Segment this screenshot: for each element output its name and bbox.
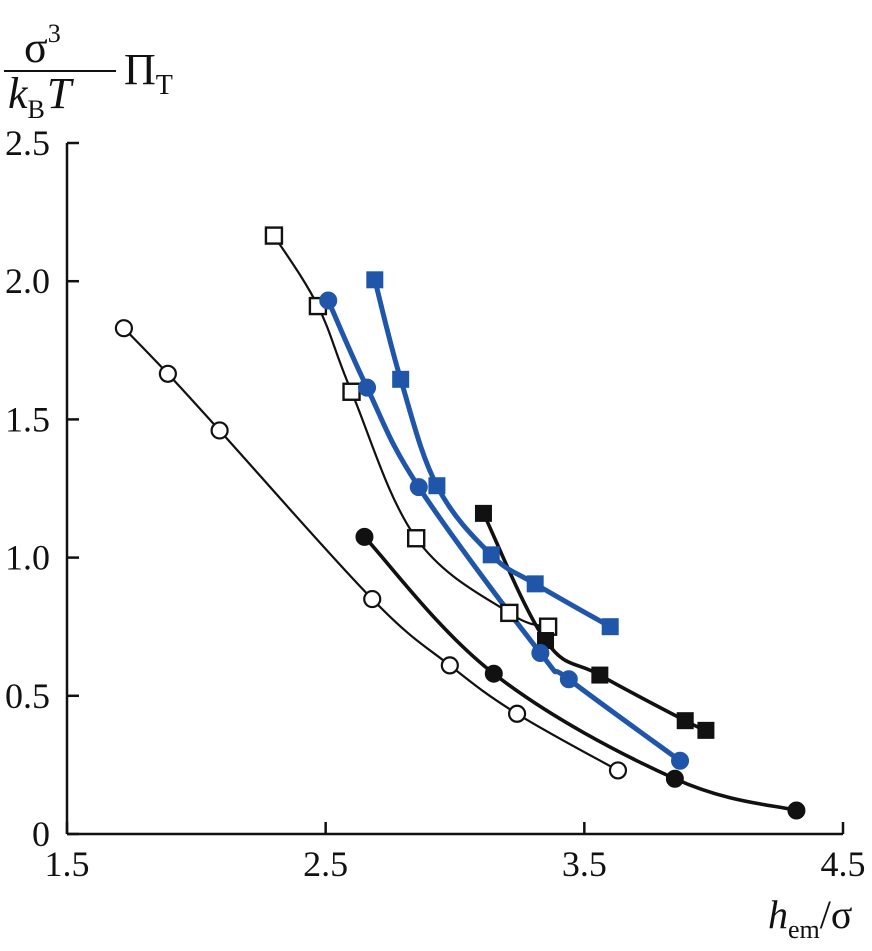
- series-1-point: [363, 589, 382, 609]
- series-2-point: [500, 603, 519, 623]
- ylabel-numerator: σ3: [24, 19, 61, 72]
- series-3-point: [787, 801, 806, 820]
- series-5-point: [319, 291, 338, 310]
- y-tick-label: 2.5: [5, 123, 50, 163]
- series-5-point: [409, 478, 428, 497]
- ylabel-suffix: ΠT: [124, 45, 173, 101]
- x-axis-label: hem/σ: [768, 892, 852, 944]
- series-6-point: [392, 370, 410, 388]
- series-4-point: [676, 712, 694, 730]
- series-2-point: [264, 226, 284, 245]
- series-3-point: [484, 664, 503, 683]
- series-1-point: [210, 421, 229, 440]
- series-4-point: [697, 721, 715, 739]
- x-tick-label: 2.5: [303, 844, 348, 884]
- ticks: 1.5 2.5 3.5 4.5 0 0.5 1.0 1.5 2.0 2.5: [5, 123, 866, 884]
- series-1-point: [440, 656, 459, 675]
- series-6-point: [428, 477, 446, 495]
- series-6-line: [372, 277, 613, 630]
- series-1-point: [158, 364, 177, 383]
- series-3-point: [665, 769, 684, 788]
- series-2-point: [342, 382, 361, 401]
- series-6-point: [601, 618, 619, 636]
- series-5-point: [531, 643, 550, 662]
- y-tick-label: 1.0: [5, 538, 50, 578]
- series-5-point: [671, 751, 690, 770]
- x-tick-label: 1.5: [45, 844, 90, 884]
- axes: [65, 143, 843, 836]
- x-tick-label: 3.5: [562, 844, 607, 884]
- series-1-point: [507, 704, 527, 723]
- series-3-line: [362, 535, 799, 813]
- series-lines: [122, 234, 799, 813]
- series-6-point: [366, 271, 384, 289]
- series-6-point: [526, 575, 544, 593]
- series-2-point: [407, 529, 426, 548]
- y-tick-label: 0.5: [5, 676, 50, 716]
- x-tick-label: 4.5: [821, 844, 866, 884]
- ylabel-denominator: kBT: [8, 69, 75, 124]
- series-5-point: [358, 378, 377, 397]
- y-tick-label: 2.0: [5, 261, 50, 301]
- series-markers: [114, 226, 806, 820]
- y-axis-label: σ3 kBT ΠT: [4, 19, 173, 124]
- series-1-point: [114, 319, 134, 338]
- y-tick-label: 0: [32, 814, 50, 854]
- series-4-point: [591, 666, 609, 684]
- y-tick-label: 1.5: [5, 399, 50, 439]
- series-1-point: [608, 761, 628, 780]
- series-4-point: [474, 504, 492, 522]
- series-5-point: [559, 670, 578, 689]
- series-6-point: [482, 546, 500, 564]
- series-3-point: [355, 527, 374, 546]
